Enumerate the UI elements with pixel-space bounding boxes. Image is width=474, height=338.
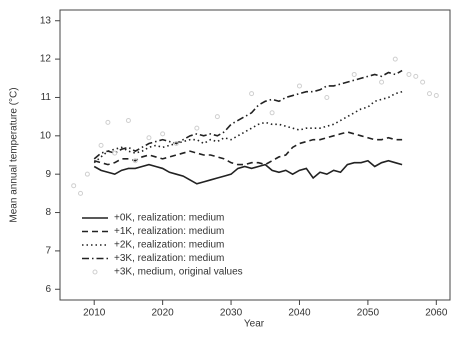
series-line (93, 69, 403, 160)
data-point (324, 94, 330, 100)
legend-label: +1K, realization: medium (114, 226, 224, 237)
y-tick-label: 7 (45, 246, 51, 257)
series-line (93, 159, 403, 185)
y-tick-label: 10 (40, 130, 52, 141)
y-tick-label: 13 (40, 15, 52, 26)
data-point (112, 150, 118, 156)
data-point (84, 171, 90, 177)
x-tick-label: 2040 (288, 308, 311, 319)
y-tick-label: 11 (41, 92, 52, 103)
data-point (426, 91, 432, 97)
data-point (71, 183, 77, 189)
data-point (214, 114, 220, 120)
data-point (392, 56, 398, 62)
data-point (420, 79, 426, 85)
series-line (93, 90, 403, 164)
data-point (249, 91, 255, 97)
data-point (160, 131, 166, 137)
legend-label: +3K, realization: medium (114, 253, 224, 264)
data-point (406, 71, 412, 77)
legend-marker (92, 269, 98, 275)
data-point (379, 79, 385, 85)
data-point (132, 158, 138, 164)
data-point (351, 71, 357, 77)
data-point (413, 73, 419, 79)
x-axis-label: Year (244, 319, 265, 330)
y-tick-label: 8 (45, 207, 51, 218)
y-axis-label: Mean annual temperature (°C) (9, 87, 20, 222)
legend-label: +3K, medium, original values (114, 267, 243, 278)
data-point (433, 93, 439, 99)
data-point (125, 117, 131, 123)
data-point (146, 135, 152, 141)
x-tick-label: 2010 (83, 308, 106, 319)
data-point (78, 190, 84, 196)
series-line (93, 131, 403, 166)
legend-label: +2K, realization: medium (114, 240, 224, 251)
data-point (98, 142, 104, 148)
legend-label: +0K, realization: medium (114, 213, 224, 224)
data-point (269, 110, 275, 116)
y-tick-label: 6 (45, 284, 51, 295)
x-tick-label: 2030 (220, 308, 243, 319)
x-tick-label: 2020 (152, 308, 175, 319)
data-point (173, 140, 179, 146)
data-point (105, 119, 111, 125)
x-tick-label: 2060 (425, 308, 448, 319)
data-point (194, 125, 200, 131)
y-tick-label: 9 (45, 169, 51, 180)
x-tick-label: 2050 (357, 308, 380, 319)
plot-frame (59, 9, 451, 301)
y-tick-label: 12 (40, 54, 52, 65)
data-point (296, 83, 302, 89)
